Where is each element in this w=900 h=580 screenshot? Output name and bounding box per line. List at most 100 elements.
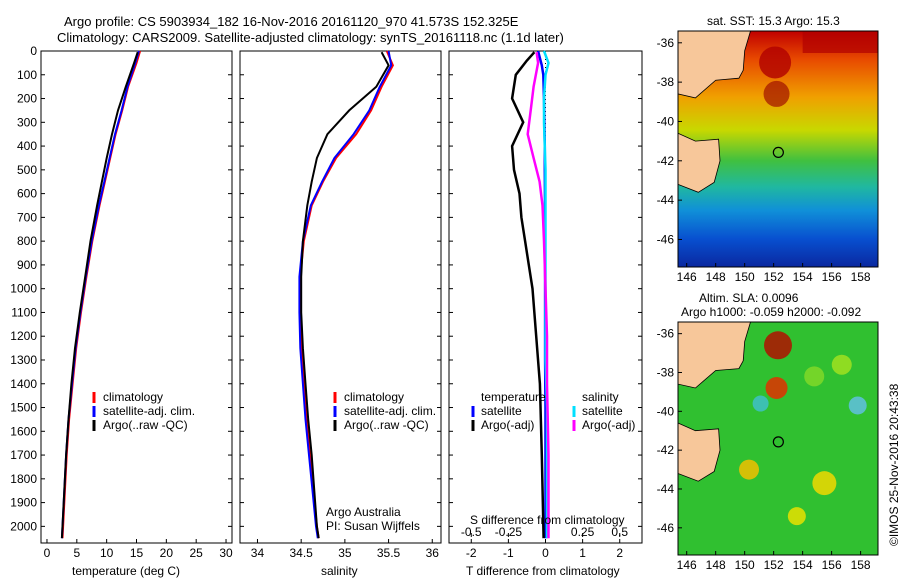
s-tick-label: 0.25 [571,525,595,539]
y-tick-label: 1900 [10,496,37,510]
y-tick-label: 1100 [11,305,37,319]
sst-map-title: sat. SST: 15.3 Argo: 15.3 [707,14,840,28]
lat-tick-label: -36 [657,36,675,50]
y-tick-label: 1200 [10,329,37,343]
y-tick-label: 800 [17,234,37,248]
y-tick-label: 1000 [10,282,37,296]
legend-s-argo: Argo(-adj) [582,418,636,432]
sla-anomaly [787,507,806,526]
legend-t-satellite: satellite [481,404,522,418]
y-tick-label: 0 [30,44,37,58]
x-tick-label: -2 [466,546,477,560]
s-tick-label: 0.5 [611,525,628,539]
x-tick-label: 15 [130,546,144,560]
lon-tick-label: 156 [822,558,842,572]
series-argo-adj- [526,52,550,539]
x-tick-label: 34.5 [289,546,313,560]
lon-tick-label: 150 [735,558,755,572]
lon-tick-label: 148 [706,270,726,284]
y-tick-label: 1700 [10,448,37,462]
lat-tick-label: -40 [657,404,675,418]
y-tick-label: 900 [17,258,37,272]
map-frame [677,30,879,268]
y-tick-label: 500 [17,163,37,177]
header-line-2: Climatology: CARS2009. Satellite-adjuste… [57,30,564,45]
land-mainland [677,30,752,99]
x-tick-label: 36 [426,546,440,560]
lon-tick-label: 156 [822,270,842,284]
y-tick-label: 2000 [10,519,37,533]
x-tick-label: 25 [190,546,204,560]
series-climatology [61,50,142,539]
legend-climatology: climatology [344,390,405,404]
x-tick-label: 2 [616,546,623,560]
lon-tick-label: 154 [793,558,813,572]
x-tick-label: 35.5 [377,546,401,560]
lat-tick-label: -38 [657,365,675,379]
map-frame [677,321,879,556]
x-tick-label: 30 [219,546,233,560]
lat-tick-label: -44 [657,482,675,496]
imos-footer: ©IMOS 25-Nov-2016 20:43:38 [887,383,900,546]
land-tasmania [677,422,721,482]
y-tick-label: 700 [17,210,37,224]
y-tick-label: 1400 [10,377,37,391]
x-tick-label: 35 [338,546,352,560]
legend-temperature-title: temperature [481,390,546,404]
sla-anomaly [804,366,825,387]
series-satellite [542,50,550,539]
salinity-xlabel: salinity [321,564,358,578]
sla-anomaly [739,459,760,480]
series-argo-adj- [510,51,545,539]
y-tick-label: 1300 [10,353,37,367]
x-tick-label: 10 [100,546,114,560]
x-tick-label: 1 [579,546,586,560]
y-tick-label: 1800 [10,472,37,486]
x-tick-label: -1 [503,546,514,560]
sla-map-title-2: Argo h1000: -0.059 h2000: -0.092 [681,305,862,319]
series-argo-raw-qc- [300,51,390,539]
plot-frame [40,50,233,544]
lat-tick-label: -38 [657,75,675,89]
lon-tick-label: 146 [677,270,697,284]
temperature-xlabel: temperature (deg C) [72,564,181,578]
series-argo-raw-qc- [60,51,139,539]
land-tasmania [677,132,721,193]
land-mainland [677,321,752,389]
lon-tick-label: 154 [793,270,813,284]
warm-water [802,31,878,53]
s-tick-label: -0.25 [495,525,523,539]
s-tick-label: -0.5 [461,525,482,539]
lon-tick-label: 158 [851,558,871,572]
legend-t-argo: Argo(-adj) [481,418,535,432]
x-tick-label: 0 [542,546,549,560]
lat-tick-label: -46 [657,521,675,535]
lat-tick-label: -44 [657,193,675,207]
x-tick-label: 20 [160,546,174,560]
sla-anomaly [831,354,852,375]
y-tick-label: 1600 [10,424,37,438]
x-tick-label: 34 [251,546,265,560]
lon-tick-label: 152 [764,270,784,284]
y-tick-label: 200 [17,92,37,106]
float-position-marker [772,146,784,159]
sla-anomaly [848,396,867,415]
warm-eddy [759,46,792,79]
legend-climatology: climatology [103,390,164,404]
legend-salinity-title: salinity [582,390,619,404]
difference-toplabel: S difference from climatology [470,513,625,527]
lon-tick-label: 148 [706,558,726,572]
legend-satellite-adj: satellite-adj. clim. [344,404,437,418]
plot-frame [239,50,442,544]
y-tick-label: 600 [17,187,37,201]
lat-tick-label: -40 [657,114,675,128]
lat-tick-label: -42 [657,443,675,457]
legend-argo: Argo(..raw -QC) [103,418,188,432]
sla-anomaly [812,471,837,496]
y-tick-label: 1500 [10,401,37,415]
lon-tick-label: 150 [735,270,755,284]
lat-tick-label: -36 [657,327,675,341]
sla-anomaly [765,377,788,400]
float-position-marker [772,436,784,448]
